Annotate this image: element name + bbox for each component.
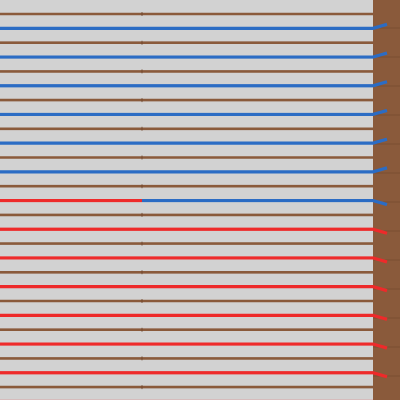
wire-line-blue[interactable] [0, 137, 388, 145]
wire-line-blue[interactable] [0, 108, 388, 117]
wire-line-red[interactable] [0, 285, 388, 293]
wire-line-blue[interactable] [0, 166, 388, 174]
wire-line-red[interactable] [0, 371, 388, 379]
wire-line-blue[interactable] [0, 51, 388, 59]
wire-line-red[interactable] [0, 256, 388, 264]
wire-line-blue[interactable] [0, 80, 388, 88]
wire-line-blue[interactable] [0, 22, 388, 30]
wire-line-red[interactable] [0, 227, 388, 235]
wire-line-red[interactable] [0, 342, 388, 350]
wire-line-red[interactable] [0, 313, 388, 321]
right-connector-bar [373, 0, 400, 400]
wire-line-right[interactable] [142, 198, 388, 207]
